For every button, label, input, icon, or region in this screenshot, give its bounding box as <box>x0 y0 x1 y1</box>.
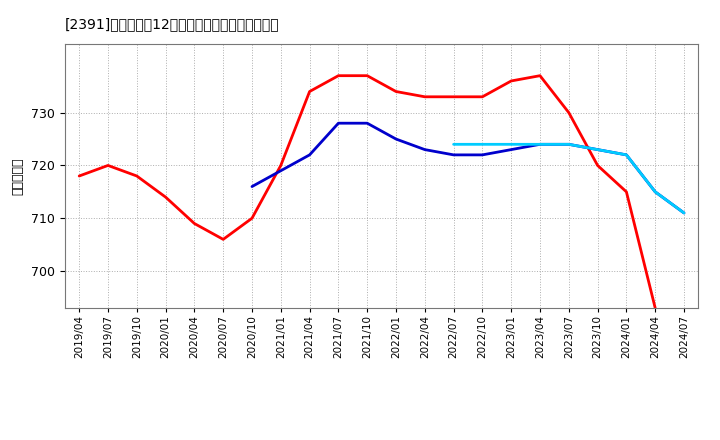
3年 <box>507 78 516 84</box>
3年 <box>161 194 170 200</box>
3年 <box>593 163 602 168</box>
3年 <box>305 89 314 94</box>
5年 <box>564 142 573 147</box>
3年 <box>334 73 343 78</box>
5年 <box>334 121 343 126</box>
5年 <box>276 168 285 173</box>
5年 <box>536 142 544 147</box>
3年 <box>248 216 256 221</box>
Line: 7年: 7年 <box>454 144 684 213</box>
3年 <box>536 73 544 78</box>
3年 <box>132 173 141 179</box>
7年 <box>478 142 487 147</box>
3年 <box>219 237 228 242</box>
5年 <box>622 152 631 158</box>
Text: [2391]　経常利益12か月移動合計の平均値の推移: [2391] 経常利益12か月移動合計の平均値の推移 <box>65 17 279 31</box>
3年 <box>564 110 573 115</box>
3年 <box>190 221 199 226</box>
5年 <box>651 189 660 194</box>
3年 <box>363 73 372 78</box>
3年 <box>420 94 429 99</box>
7年 <box>564 142 573 147</box>
5年 <box>680 210 688 216</box>
5年 <box>507 147 516 152</box>
5年 <box>305 152 314 158</box>
3年 <box>478 94 487 99</box>
5年 <box>248 184 256 189</box>
3年 <box>651 305 660 311</box>
3年 <box>75 173 84 179</box>
5年 <box>392 136 400 142</box>
5年 <box>449 152 458 158</box>
Y-axis label: （百万円）: （百万円） <box>11 157 24 195</box>
7年 <box>536 142 544 147</box>
3年 <box>449 94 458 99</box>
5年 <box>420 147 429 152</box>
3年 <box>104 163 112 168</box>
3年 <box>392 89 400 94</box>
Line: 3年: 3年 <box>79 76 655 308</box>
7年 <box>593 147 602 152</box>
7年 <box>507 142 516 147</box>
7年 <box>651 189 660 194</box>
7年 <box>622 152 631 158</box>
7年 <box>680 210 688 216</box>
Line: 5年: 5年 <box>252 123 684 213</box>
5年 <box>478 152 487 158</box>
3年 <box>276 163 285 168</box>
7年 <box>449 142 458 147</box>
5年 <box>593 147 602 152</box>
3年 <box>622 189 631 194</box>
5年 <box>363 121 372 126</box>
